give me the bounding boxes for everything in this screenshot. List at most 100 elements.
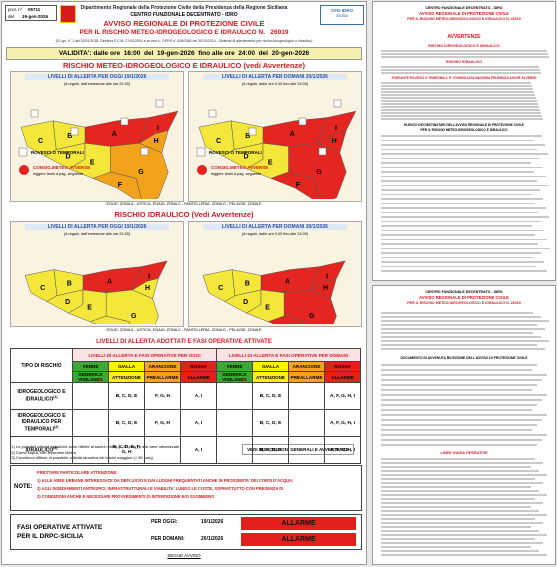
legend-text: CONSIG.METEO AVVERSE — [211, 165, 268, 170]
label: prot. n° — [8, 7, 23, 12]
text-line — [381, 97, 536, 99]
cell: B, C, D, E — [252, 382, 289, 410]
title-text: PER IL RISCHIO METEO-IDROGEOLOGICO E IDR… — [407, 301, 510, 305]
text-line — [381, 478, 535, 480]
storm-icon — [155, 99, 164, 108]
phase-title: FASI OPERATIVE ATTIVATE — [17, 524, 103, 531]
cell: A, I — [180, 436, 217, 464]
cell: VERDE — [72, 361, 109, 372]
note-lines: PRESTARE PARTICOLARE ATTENZIONE: 1) ALLE … — [37, 469, 293, 501]
text-line — [381, 193, 532, 195]
cell: A, F, G, H, I — [324, 436, 361, 464]
text-line — [381, 530, 539, 532]
text-line — [381, 166, 543, 168]
title-text: PER IL RISCHIO METEO-IDROGEOLOGICO E IDR… — [407, 17, 510, 21]
row: IDROGEOLOGICO E IDRAULICO(1) B, C, D, E F,… — [10, 382, 361, 410]
guide: LINEE GUIDA OPERATIVE — [440, 451, 488, 455]
centre: CENTRO FUNZIONALE DECENTRATO - IDRO — [425, 290, 503, 294]
text-line — [381, 118, 543, 120]
cell — [72, 382, 109, 410]
text-line — [381, 247, 550, 249]
map-panel: LIVELLI DI ALLERTA PER OGGI 19/1/2026 (A … — [10, 71, 184, 202]
text-line — [381, 538, 535, 540]
legend-text: leggere testo a pag. seguente — [33, 172, 83, 176]
phase-today: ALLARME — [241, 517, 356, 530]
zone-label: E — [268, 159, 273, 166]
map-panel: LIVELLI DI ALLERTA PER OGGI 19/1/2026 (A … — [10, 221, 184, 327]
text-line — [381, 514, 547, 516]
zone-label: C — [218, 285, 223, 292]
zone — [131, 260, 168, 291]
cell: F, G, H — [144, 382, 181, 410]
text-line — [381, 502, 543, 504]
sub: RISCHIO IDROGEOLOGICO E IDRAULICO — [428, 44, 500, 48]
text-line — [381, 546, 531, 548]
cell: ATTENZIONE — [108, 371, 145, 383]
map-title: LIVELLI DI ALLERTA PER OGGI 19/1/2026 — [25, 74, 169, 80]
cell: A, F, G, H, I — [324, 382, 361, 410]
text-line — [381, 369, 532, 371]
map-panel: LIVELLI DI ALLERTA PER DOMANI 20/1/2026 (… — [188, 221, 362, 327]
cell: A, I — [180, 409, 217, 437]
legend-text: ROVESCI O TEMPORALI — [209, 150, 262, 155]
date: 20/1/2026 — [201, 536, 224, 542]
cell — [288, 409, 325, 437]
map-subtitle: (A regole, dall'emissione alle ore 24.00… — [63, 82, 131, 86]
logo-text: CFD-IDRO — [331, 8, 353, 13]
cell: GENERICA VIGILANZA — [72, 371, 109, 383]
text-line — [381, 103, 538, 105]
cell — [144, 436, 181, 464]
cell: ALLARME — [324, 371, 361, 383]
zone-label: D — [244, 153, 249, 160]
text-line — [381, 444, 537, 446]
map-panel: LIVELLI DI ALLERTA PER DOMANI 20/1/2026 (… — [188, 71, 362, 202]
storm-icon — [248, 127, 257, 136]
dept: Dipartimento Regionale della Protezione … — [80, 5, 288, 11]
note-line: 3) CONDIZIONI ANCHE E NECESSARI PROVVEDI… — [37, 494, 215, 499]
storm-icon — [30, 109, 39, 118]
text-line — [381, 270, 547, 272]
cell — [72, 409, 109, 437]
cell — [216, 409, 253, 437]
text-line — [381, 332, 533, 334]
time: 16:00 — [123, 50, 141, 57]
text-line — [381, 198, 543, 200]
text-line — [381, 526, 531, 528]
cell: B, C, D, E — [108, 409, 145, 437]
text-line — [381, 184, 549, 186]
number: 26019 — [270, 29, 289, 36]
cell: A, I — [180, 382, 217, 410]
text-line — [381, 144, 545, 146]
sub: FORZANTE ROVESCI O TEMPORALI: E' CONSIGL… — [391, 76, 537, 80]
text-line — [381, 162, 531, 164]
legend-text: leggere testo a pag. seguente — [211, 172, 261, 176]
text-line — [381, 216, 549, 218]
zone-label: A — [290, 131, 295, 138]
text-line — [381, 336, 541, 338]
section-footer: EOLIE: ZONA A - USTICA, EGADI: ZONA C - … — [106, 202, 262, 206]
text-line — [381, 384, 537, 386]
section-title: RISCHIO IDRAULICO (Vedi Avvertenze) — [114, 210, 254, 219]
text-line — [381, 320, 549, 322]
risk-name: IDROGEOLOGICO E IDRAULICO — [17, 389, 66, 403]
risk-note: (3) — [53, 446, 58, 451]
text-line — [381, 348, 545, 350]
cell: ARANCIONE — [288, 361, 325, 372]
text-line — [381, 439, 542, 441]
zone-label: G — [131, 313, 137, 320]
text-line — [381, 394, 547, 396]
heading: DOCUMENTO DI AVVENUTA RICEZIONE DELL'AVV… — [400, 356, 528, 360]
heading: AVVERTENZE — [447, 34, 481, 40]
storm-icon — [140, 147, 149, 156]
page-avviso: prot. n° 05711 del 19-gen-2026 Dipartime… — [1, 1, 367, 565]
note-label: NOTE: — [14, 484, 33, 490]
map-title: LIVELLI DI ALLERTA PER DOMANI 20/1/2026 — [203, 74, 347, 80]
zone-label: G — [309, 313, 315, 320]
cell: LIVELLI DI ALLERTA E FASI OPERATIVE PER … — [72, 348, 217, 362]
prot-box: prot. n° 05711 del 19-gen-2026 — [5, 5, 57, 21]
cell: ROSSA — [180, 361, 217, 372]
text-line — [381, 486, 531, 488]
text-line — [381, 189, 540, 191]
text-line — [381, 510, 539, 512]
